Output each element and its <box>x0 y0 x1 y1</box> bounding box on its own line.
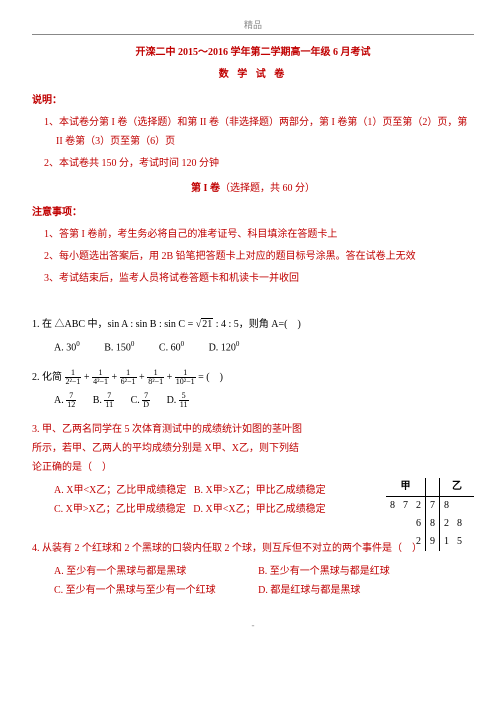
frac-den: 10²−1 <box>175 378 196 386</box>
shuoming-item: 2、本试卷共 150 分，考试时间 120 分钟 <box>44 154 474 173</box>
q4-opt-a: A. 至少有一个黑球与都是黑球 <box>54 562 256 581</box>
watermark-header: 精品 <box>32 18 474 35</box>
section-1-rest: （选择题，共 60 分） <box>220 183 315 194</box>
page-number: - <box>32 618 474 632</box>
opt-label: C. <box>131 395 140 406</box>
q2-frac: 18²−1 <box>147 369 164 386</box>
zhuyi-item: 2、每小题选出答案后，用 2B 铅笔把答题卡上对应的题目标号涂黑。答在试卷上无效 <box>44 247 474 266</box>
stemleaf-right-header: 乙 <box>440 478 475 497</box>
frac-den: D <box>142 401 150 409</box>
stemleaf-left-header: 甲 <box>386 478 426 497</box>
q1-sqrt-val: 21 <box>201 318 213 330</box>
leaf-cell: 8 <box>453 515 466 533</box>
q4-options: A. 至少有一个黑球与都是黑球 B. 至少有一个黑球与都是红球 <box>54 562 474 581</box>
stem-cell: 8 <box>426 515 440 533</box>
section-1-bold: 第 I 卷 <box>191 183 220 194</box>
q3-opt-a: A. X甲<X乙；乙比甲成绩稳定 <box>54 485 186 496</box>
q1-d-val: 120 <box>221 343 236 354</box>
leaf-cell: 7 <box>399 497 412 516</box>
q2-frac: 110²−1 <box>175 369 196 386</box>
q3-opt-d: D. X甲<X乙；甲比乙成绩稳定 <box>193 504 325 515</box>
leaf-cell <box>466 533 474 551</box>
question-1: 1. 在 △ABC 中，sin A : sin B : sin C = 21 :… <box>32 315 474 334</box>
frac-den: 11 <box>179 401 189 409</box>
q3-opt-b: B. X甲>X乙；甲比乙成绩稳定 <box>194 485 326 496</box>
exam-subtitle: 数 学 试 卷 <box>32 67 474 83</box>
q2-opt-d: D. 511 <box>167 391 189 410</box>
q1-text-post: : 4 : 5，则角 A=( ) <box>213 319 301 330</box>
q4-opt-d: D. 都是红球与都是黑球 <box>258 581 460 600</box>
stemleaf-diagram: 甲 乙 8 7 2 7 8 6 8 2 8 2 9 1 5 <box>386 478 474 551</box>
q3-opt-c: C. X甲>X乙；乙比甲成绩稳定 <box>54 504 186 515</box>
q1-a-val: 30 <box>66 343 76 354</box>
degree-icon: 0 <box>76 340 80 348</box>
q4-options-row2: C. 至少有一个黑球与至少有一个红球 D. 都是红球与都是黑球 <box>54 581 474 600</box>
leaf-cell: 8 <box>440 497 454 516</box>
frac-den: 8²−1 <box>147 378 164 386</box>
q2-frac: 12²−1 <box>65 369 82 386</box>
leaf-cell: 2 <box>440 515 454 533</box>
degree-icon: 0 <box>236 340 240 348</box>
question-2: 2. 化简 12²−1 + 14²−1 + 16²−1 + 18²−1 + 11… <box>32 368 474 387</box>
q3-line1: 3. 甲、乙两名同学在 5 次体育测试中的成绩统计如图的茎叶图 <box>32 424 302 435</box>
zhuyi-label: 注意事项： <box>32 205 474 221</box>
leaf-cell: 5 <box>453 533 466 551</box>
exam-title: 开滦二中 2015～2016 学年第二学期高一年级 6 月考试 <box>32 45 474 61</box>
q1-opt-c: C. 600 <box>159 338 184 357</box>
leaf-cell <box>399 533 412 551</box>
degree-icon: 0 <box>131 340 135 348</box>
q1-c-val: 60 <box>171 343 181 354</box>
q2-end: = ( ) <box>198 372 223 383</box>
leaf-cell: 1 <box>440 533 454 551</box>
leaf-cell <box>453 497 466 516</box>
stem-cell: 7 <box>426 497 440 516</box>
frac-den: 2²−1 <box>65 378 82 386</box>
q2-options: A. 712 B. 711 C. 7D D. 511 <box>54 391 474 410</box>
q1-b-val: 150 <box>116 343 131 354</box>
q2-text: 2. 化简 <box>32 372 62 383</box>
q1-opt-b: B. 1500 <box>104 338 134 357</box>
q2-opt-c: C. 7D <box>131 391 150 410</box>
frac-den: 11 <box>104 401 114 409</box>
opt-label: B. <box>93 395 102 406</box>
frac-den: 6²−1 <box>120 378 137 386</box>
leaf-cell <box>386 533 399 551</box>
leaf-cell <box>466 515 474 533</box>
leaf-cell <box>466 497 474 516</box>
leaf-cell: 2 <box>412 533 426 551</box>
leaf-cell <box>399 515 412 533</box>
frac-den: 4²−1 <box>92 378 109 386</box>
leaf-cell: 8 <box>386 497 399 516</box>
frac-den: 12 <box>66 401 76 409</box>
q2-frac: 16²−1 <box>120 369 137 386</box>
stem-cell: 9 <box>426 533 440 551</box>
q4-opt-b: B. 至少有一个黑球与都是红球 <box>258 562 460 581</box>
stemleaf-stem-header <box>426 478 440 497</box>
q3-line2: 所示，若甲、乙两人的平均成绩分别是 X甲、X乙，则下列结 <box>32 443 299 454</box>
q3-options: A. X甲<X乙；乙比甲成绩稳定 B. X甲>X乙；甲比乙成绩稳定 C. X甲>… <box>54 481 374 519</box>
q4-opt-c: C. 至少有一个黑球与至少有一个红球 <box>54 581 256 600</box>
zhuyi-item: 1、答第 I 卷前，考生务必将自己的准考证号、科目填涂在答题卡上 <box>44 225 474 244</box>
q1-opt-d: D. 1200 <box>209 338 240 357</box>
q1-options: A. 300 B. 1500 C. 600 D. 1200 <box>54 338 474 357</box>
q2-opt-b: B. 711 <box>93 391 114 410</box>
section-1-header: 第 I 卷（选择题，共 60 分） <box>32 181 474 197</box>
q3-line3: 论正确的是（ ） <box>32 462 112 473</box>
opt-label: D. <box>167 395 177 406</box>
q2-opt-a: A. 712 <box>54 391 76 410</box>
leaf-cell <box>386 515 399 533</box>
q1-text-pre: 1. 在 △ABC 中，sin A : sin B : sin C = <box>32 319 196 330</box>
leaf-cell: 6 <box>412 515 426 533</box>
q2-frac: 14²−1 <box>92 369 109 386</box>
question-3: 3. 甲、乙两名同学在 5 次体育测试中的成绩统计如图的茎叶图 所示，若甲、乙两… <box>32 420 374 477</box>
zhuyi-item: 3、考试结束后，监考人员将试卷答题卡和机读卡一并收回 <box>44 269 474 288</box>
opt-label: A. <box>54 395 64 406</box>
shuoming-item: 1、本试卷分第 I 卷（选择题）和第 II 卷（非选择题）两部分，第 I 卷第（… <box>44 113 474 151</box>
q1-opt-a: A. 300 <box>54 338 80 357</box>
leaf-cell: 2 <box>412 497 426 516</box>
degree-icon: 0 <box>181 340 185 348</box>
shuoming-label: 说明： <box>32 93 474 109</box>
